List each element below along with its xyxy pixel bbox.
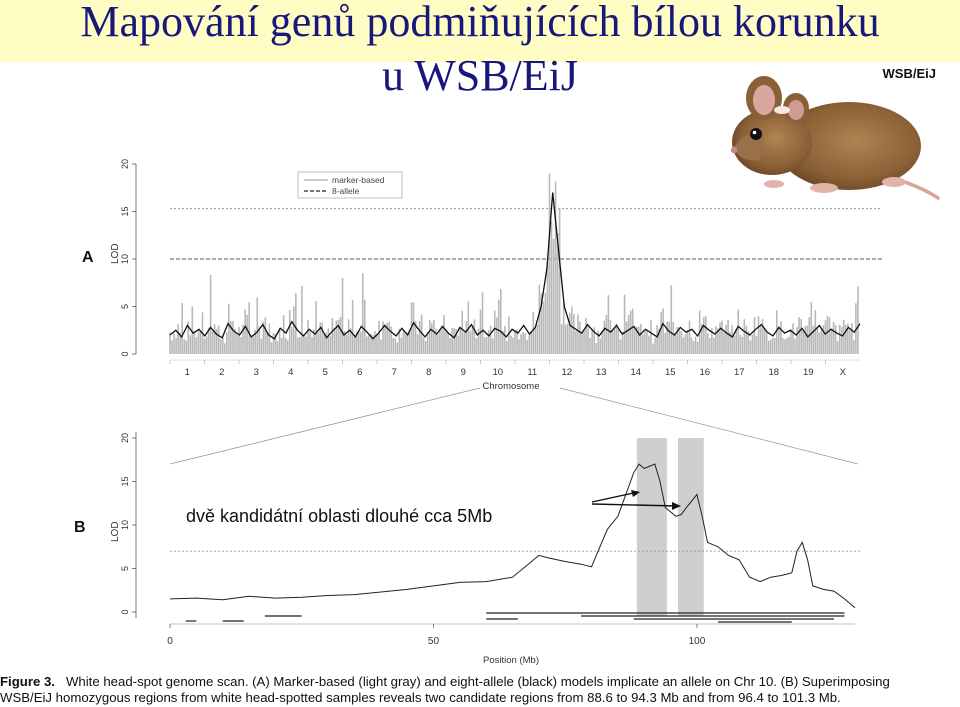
- ytick-label: 0: [120, 351, 130, 356]
- chromosome-label: 18: [768, 367, 779, 378]
- candidate-region: [636, 438, 667, 616]
- chromosome-label: 16: [699, 367, 710, 378]
- candidate-region: [677, 438, 704, 616]
- legend-8-allele: 8-allele: [332, 186, 360, 196]
- panel-b-yticks: 0 5 10 15 20: [120, 433, 136, 615]
- chromosome-label: 5: [323, 367, 328, 378]
- ytick-label: 5: [120, 566, 130, 571]
- chromosome-label: X: [840, 367, 847, 378]
- chromosome-label: 15: [665, 367, 676, 378]
- panel-a-label: A: [82, 249, 94, 266]
- ytick-label: 10: [120, 254, 130, 264]
- figure-caption: Figure 3. White head-spot genome scan. (…: [0, 674, 960, 706]
- panel-b-8allele-series: [169, 463, 856, 609]
- chromosome-label: 2: [219, 367, 224, 378]
- panel-a-thresholds: [170, 208, 882, 260]
- caption-line-1: Figure 3. White head-spot genome scan. (…: [0, 674, 960, 690]
- panel-b-homozygous-regions: [185, 612, 845, 623]
- xtick-label: 0: [167, 636, 173, 647]
- panel-b-ylabel: LOD: [110, 521, 121, 542]
- mouse-illustration: [730, 76, 940, 200]
- chromosome-label: 12: [561, 367, 572, 378]
- ytick-label: 15: [120, 206, 130, 216]
- title-band: [0, 0, 960, 62]
- caption-text-1: White head-spot genome scan. (A) Marker-…: [65, 674, 890, 689]
- chromosome-label: 3: [254, 367, 259, 378]
- panel-a-xticks: 1 2 3 4 5 6 7 8 9 10 11 12 13 14 15 16 17 18 19 X: [169, 360, 847, 378]
- panel-b-candidate-regions: [636, 438, 704, 616]
- ytick-label: 5: [120, 304, 130, 309]
- slide-title-line2: u WSB/EiJ: [381, 51, 578, 100]
- panel-a-8allele-series: [169, 192, 861, 340]
- panel-a-legend: marker-based 8-allele: [297, 171, 403, 199]
- chromosome-label: 7: [392, 367, 397, 378]
- annotation-text: dvě kandidátní oblasti dlouhé cca 5Mb: [186, 506, 492, 526]
- ytick-label: 10: [120, 520, 130, 530]
- annotation-arrows: [591, 490, 681, 510]
- slide-title: Mapování genů podmiňujících bílou korunk…: [80, 0, 880, 46]
- panel-b-xticks: 0 50 100: [167, 623, 855, 647]
- ytick-label: 0: [120, 609, 130, 614]
- panel-b-chr10-region: B LOD 0 5 10 15 20 dvě kandidátní oblasti dl…: [74, 432, 860, 666]
- panel-b-label: B: [74, 519, 86, 536]
- legend-marker-based: marker-based: [332, 175, 385, 185]
- chromosome-label: 8: [426, 367, 431, 378]
- caption-figure-label: Figure 3.: [0, 674, 55, 689]
- panel-a-marker-based-series: [169, 173, 859, 354]
- chromosome-label: 14: [630, 367, 641, 378]
- chromosome-label: 10: [492, 367, 503, 378]
- panel-b-xlabel: Position (Mb): [483, 655, 539, 666]
- mouse-strain-label: WSB/EiJ: [882, 66, 936, 81]
- chromosome-label: 4: [288, 367, 293, 378]
- chromosome-label: 6: [357, 367, 362, 378]
- mouse-photo: WSB/EiJ: [704, 64, 940, 200]
- zoom-lines: [169, 387, 859, 465]
- chromosome-label: 13: [596, 367, 607, 378]
- panel-a-xlabel: Chromosome: [482, 381, 539, 392]
- chromosome-label: 1: [185, 367, 190, 378]
- chromosome-label: 9: [461, 367, 466, 378]
- chromosome-label: 19: [803, 367, 814, 378]
- ytick-label: 15: [120, 476, 130, 486]
- ytick-label: 20: [120, 159, 130, 169]
- ytick-label: 20: [120, 433, 130, 443]
- panel-a-yticks: 0 5 10 15 20: [120, 159, 136, 357]
- chromosome-label: 11: [527, 367, 537, 378]
- chromosome-label: 17: [734, 367, 745, 378]
- panel-a-ylabel: LOD: [110, 243, 121, 264]
- caption-line-2: WSB/EiJ homozygous regions from white he…: [0, 690, 841, 705]
- xtick-label: 50: [428, 636, 440, 647]
- xtick-label: 100: [689, 636, 706, 647]
